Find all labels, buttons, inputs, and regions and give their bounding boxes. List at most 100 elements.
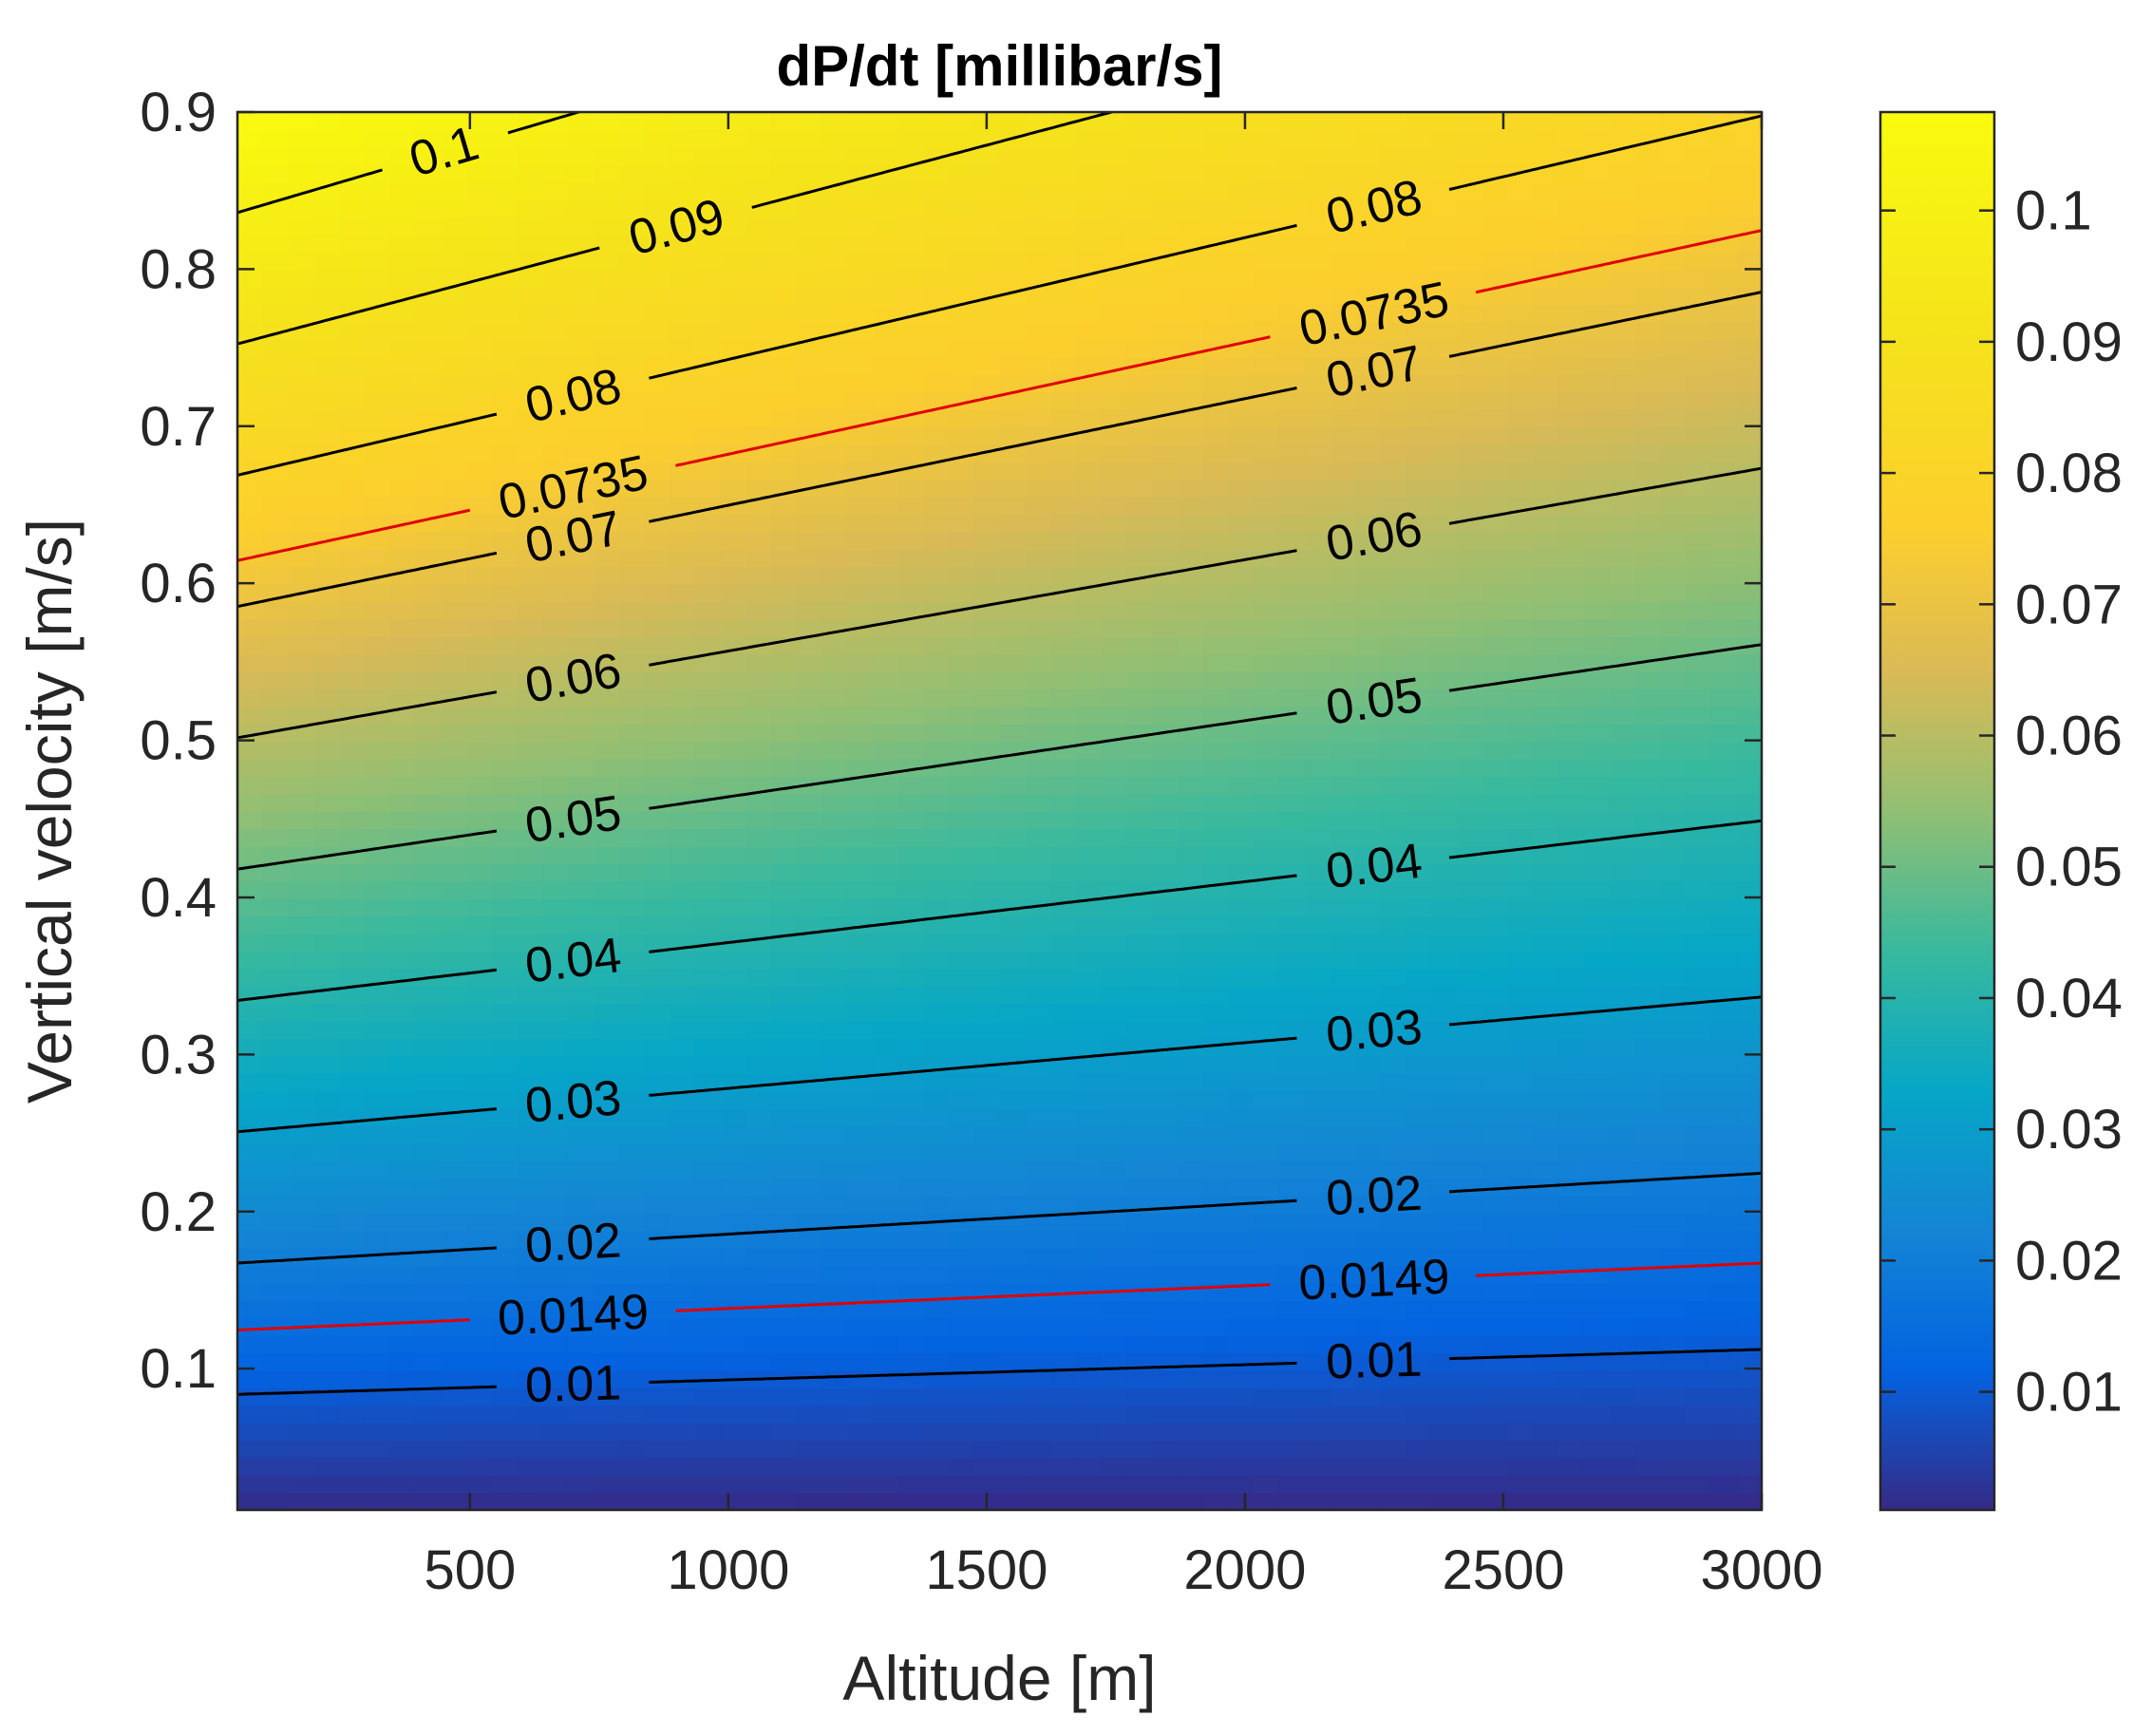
field-cell (644, 531, 670, 550)
field-cell (1685, 1178, 1712, 1197)
field-cell (237, 391, 264, 410)
field-cell (1457, 479, 1483, 498)
field-cell (1482, 181, 1509, 200)
field-cell (644, 1352, 670, 1371)
field-cell (1609, 1073, 1636, 1092)
field-cell (923, 618, 950, 637)
field-cell (872, 1317, 899, 1336)
contour-line-0.0149 (1476, 1261, 1762, 1277)
field-cell (1533, 514, 1559, 533)
field-cell (1583, 1440, 1611, 1459)
field-cell (1304, 776, 1331, 795)
field-cell (1126, 462, 1153, 481)
field-cell (770, 391, 798, 410)
field-cell (1482, 1387, 1509, 1406)
field-cell (517, 146, 543, 165)
field-cell (1126, 217, 1153, 236)
field-cell (897, 129, 925, 148)
field-cell (1634, 1317, 1661, 1336)
field-cell (1533, 776, 1559, 795)
field-cell (1177, 146, 1204, 165)
field-cell (1507, 1142, 1535, 1161)
field-cell (1152, 1387, 1179, 1406)
field-cell (618, 1248, 645, 1267)
field-cell (1304, 514, 1331, 533)
field-cell (669, 915, 696, 934)
field-cell (1202, 933, 1230, 952)
field-cell (262, 880, 290, 899)
field-cell (847, 1475, 874, 1494)
field-cell (567, 164, 595, 183)
field-cell (1050, 1213, 1077, 1232)
field-cell (1025, 1405, 1051, 1424)
field-cell (542, 793, 569, 812)
field-cell (618, 1107, 645, 1126)
field-cell (1558, 217, 1585, 236)
field-cell (1202, 1125, 1230, 1144)
field-cell (1177, 1195, 1204, 1214)
field-cell (1609, 583, 1636, 602)
field-cell (1050, 129, 1077, 148)
field-cell (644, 706, 670, 725)
field-cell (1406, 1125, 1433, 1144)
field-cell (1507, 1457, 1535, 1476)
field-cell (237, 1282, 264, 1301)
field-cell (491, 462, 519, 481)
field-cell (465, 601, 493, 620)
field-cell (288, 391, 315, 410)
field-cell (491, 1457, 519, 1476)
field-cell (720, 1265, 746, 1284)
field-cell (1177, 1055, 1204, 1074)
field-cell (491, 1317, 519, 1336)
field-cell (1330, 1387, 1356, 1406)
field-cell (821, 391, 848, 410)
field-cell (1609, 164, 1636, 183)
field-cell (441, 1387, 467, 1406)
field-cell (1431, 1387, 1458, 1406)
field-cell (1304, 1457, 1331, 1476)
field-cell (1355, 793, 1382, 812)
field-cell (1177, 374, 1204, 393)
field-cell (491, 1440, 519, 1459)
field-cell (491, 670, 519, 689)
colorbar-tick-label: 0.04 (2015, 968, 2123, 1029)
contour-line-0.01 (237, 1385, 497, 1396)
field-cell (339, 321, 366, 340)
field-cell (644, 1457, 670, 1476)
field-cell (1202, 1475, 1230, 1494)
field-cell (517, 443, 543, 462)
field-cell (1380, 496, 1407, 515)
field-cell (1406, 514, 1433, 533)
field-cell (1406, 793, 1433, 812)
field-cell (1406, 531, 1433, 550)
field-cell (1533, 601, 1559, 620)
field-cell (1304, 1230, 1331, 1249)
field-cell (1177, 1090, 1204, 1109)
field-cell (1254, 583, 1280, 602)
field-cell (1050, 1457, 1077, 1476)
field-cell (1330, 776, 1356, 795)
field-cell (364, 1107, 391, 1126)
field-cell (313, 199, 340, 218)
field-cell (1406, 601, 1433, 620)
field-cell (1126, 1003, 1153, 1022)
field-cell (339, 758, 366, 777)
field-cell (999, 531, 1027, 550)
field-cell (847, 1335, 874, 1354)
field-cell (542, 462, 569, 481)
field-cell (1355, 1282, 1382, 1301)
field-cell (1101, 1003, 1128, 1022)
field-cell (847, 1038, 874, 1057)
field-cell (720, 898, 746, 917)
field-cell (973, 181, 1001, 200)
field-cell (465, 146, 493, 165)
field-cell (1634, 426, 1661, 445)
field-cell (491, 1248, 519, 1267)
field-cell (593, 898, 620, 917)
field-cell (644, 741, 670, 760)
field-cell (770, 583, 798, 602)
field-cell (491, 1369, 519, 1388)
field-cell (364, 915, 391, 934)
field-cell (1228, 1073, 1255, 1092)
field-cell (1380, 566, 1407, 585)
